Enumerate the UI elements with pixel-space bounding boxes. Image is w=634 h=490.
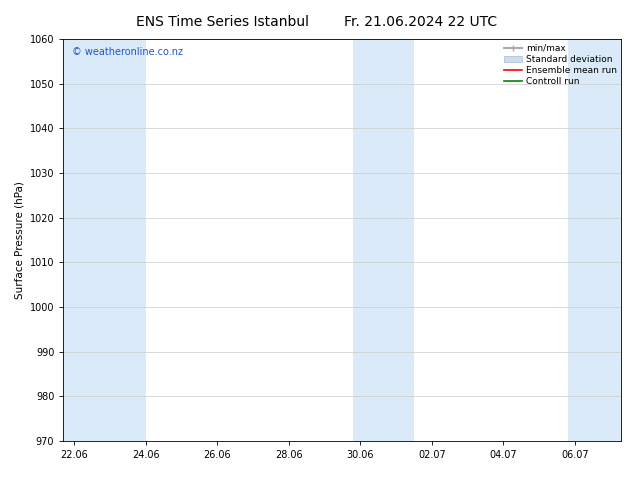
Bar (567, 39, 621, 441)
Y-axis label: Surface Pressure (hPa): Surface Pressure (hPa) (14, 181, 24, 299)
Text: ENS Time Series Istanbul        Fr. 21.06.2024 22 UTC: ENS Time Series Istanbul Fr. 21.06.2024 … (136, 15, 498, 29)
Bar (63, 39, 146, 441)
Legend: min/max, Standard deviation, Ensemble mean run, Controll run: min/max, Standard deviation, Ensemble me… (501, 41, 619, 89)
Bar (353, 39, 414, 441)
Text: © weatheronline.co.nz: © weatheronline.co.nz (72, 47, 183, 57)
